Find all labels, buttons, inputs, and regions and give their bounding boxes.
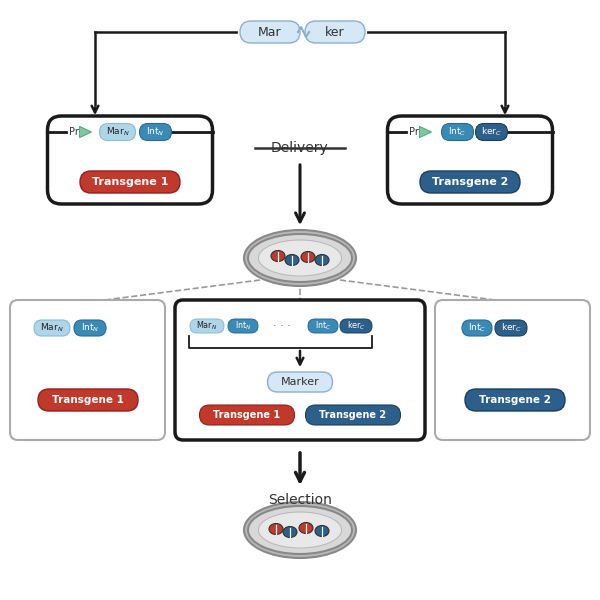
Text: ker$_C$: ker$_C$ (481, 126, 502, 138)
FancyBboxPatch shape (465, 389, 565, 411)
FancyBboxPatch shape (305, 21, 365, 43)
FancyBboxPatch shape (420, 171, 520, 193)
Text: Int$_C$: Int$_C$ (468, 322, 486, 334)
FancyBboxPatch shape (442, 124, 473, 140)
Text: Mar$_N$: Mar$_N$ (106, 126, 130, 138)
FancyBboxPatch shape (34, 320, 70, 336)
FancyBboxPatch shape (388, 116, 553, 204)
FancyBboxPatch shape (462, 320, 492, 336)
Text: ker: ker (325, 25, 345, 38)
FancyBboxPatch shape (74, 320, 106, 336)
Text: Int$_N$: Int$_N$ (81, 322, 99, 334)
Text: Int$_N$: Int$_N$ (235, 320, 251, 332)
Text: Pr: Pr (68, 127, 79, 137)
Ellipse shape (244, 502, 356, 558)
Text: Delivery: Delivery (271, 141, 329, 155)
Text: Mar$_N$: Mar$_N$ (40, 322, 64, 334)
Text: Selection: Selection (268, 493, 332, 507)
FancyBboxPatch shape (305, 405, 401, 425)
Ellipse shape (269, 523, 283, 535)
Text: Mar: Mar (258, 25, 282, 38)
FancyBboxPatch shape (175, 300, 425, 440)
Ellipse shape (315, 254, 329, 265)
Text: Transgene 2: Transgene 2 (319, 410, 386, 420)
FancyBboxPatch shape (495, 320, 527, 336)
FancyBboxPatch shape (10, 300, 165, 440)
Ellipse shape (299, 523, 313, 533)
Text: Mar$_N$: Mar$_N$ (196, 320, 218, 332)
FancyBboxPatch shape (308, 319, 338, 333)
FancyBboxPatch shape (80, 171, 180, 193)
Ellipse shape (248, 234, 352, 282)
Text: Int$_C$: Int$_C$ (315, 320, 331, 332)
FancyBboxPatch shape (340, 319, 372, 333)
FancyBboxPatch shape (228, 319, 258, 333)
Ellipse shape (283, 527, 297, 538)
FancyBboxPatch shape (190, 319, 224, 333)
Ellipse shape (285, 254, 299, 265)
FancyBboxPatch shape (268, 372, 332, 392)
FancyBboxPatch shape (476, 124, 508, 140)
Text: Transgene 1: Transgene 1 (52, 395, 124, 405)
Text: ker$_C$: ker$_C$ (500, 322, 521, 334)
Ellipse shape (259, 240, 341, 276)
Text: Transgene 1: Transgene 1 (214, 410, 281, 420)
FancyBboxPatch shape (100, 124, 136, 140)
Polygon shape (419, 127, 431, 137)
FancyBboxPatch shape (38, 389, 138, 411)
Ellipse shape (315, 526, 329, 536)
Polygon shape (79, 127, 91, 137)
Ellipse shape (271, 251, 285, 262)
Text: Marker: Marker (281, 377, 319, 387)
Ellipse shape (248, 506, 352, 554)
FancyBboxPatch shape (435, 300, 590, 440)
Text: Int$_C$: Int$_C$ (448, 126, 467, 138)
Text: Int$_N$: Int$_N$ (146, 126, 165, 138)
Text: · · ·: · · · (273, 321, 291, 331)
Text: ker$_C$: ker$_C$ (347, 320, 365, 332)
FancyBboxPatch shape (199, 405, 295, 425)
FancyBboxPatch shape (240, 21, 300, 43)
Text: Pr: Pr (409, 127, 418, 137)
FancyBboxPatch shape (139, 124, 172, 140)
Text: Transgene 2: Transgene 2 (432, 177, 508, 187)
FancyBboxPatch shape (47, 116, 212, 204)
Ellipse shape (259, 512, 341, 548)
Text: Transgene 1: Transgene 1 (92, 177, 168, 187)
Ellipse shape (244, 230, 356, 286)
Ellipse shape (301, 251, 315, 263)
Text: Transgene 2: Transgene 2 (479, 395, 551, 405)
